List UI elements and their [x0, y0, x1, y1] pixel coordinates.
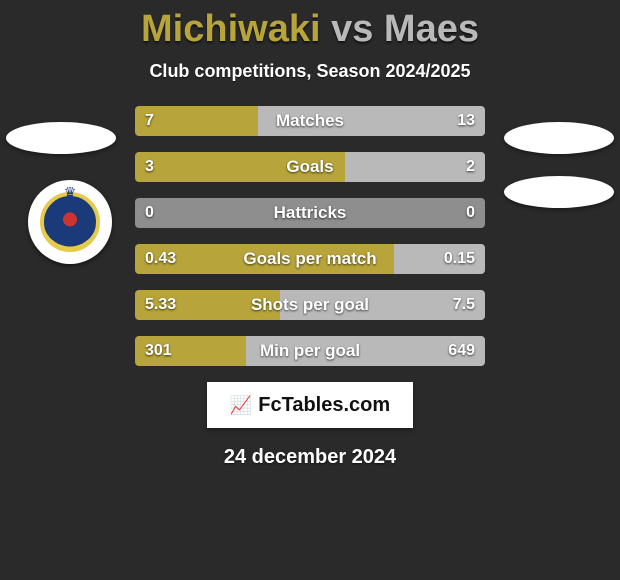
stat-row: 00Hattricks [135, 198, 485, 228]
title-left: Michiwaki [141, 8, 321, 50]
stat-right-value: 13 [457, 106, 475, 136]
bar-track [135, 106, 485, 136]
title-vs: vs [331, 8, 373, 50]
stat-right-value: 649 [448, 336, 475, 366]
title-right: Maes [384, 8, 479, 50]
page-title: Michiwaki vs Maes [0, 0, 620, 51]
bar-track [135, 198, 485, 228]
stat-right-value: 7.5 [453, 290, 475, 320]
brand-text: FcTables.com [258, 394, 390, 417]
stats-bars: 713Matches32Goals00Hattricks0.430.15Goal… [135, 106, 485, 366]
bar-right-fill [345, 152, 485, 182]
stat-right-value: 2 [466, 152, 475, 182]
stat-row: 5.337.5Shots per goal [135, 290, 485, 320]
stat-row: 32Goals [135, 152, 485, 182]
stat-left-value: 0.43 [145, 244, 176, 274]
brand-box[interactable]: 📈 FcTables.com [207, 382, 413, 428]
bar-left-fill [135, 198, 310, 228]
stat-right-value: 0 [466, 198, 475, 228]
subtitle: Club competitions, Season 2024/2025 [0, 61, 620, 82]
bar-left-fill [135, 152, 345, 182]
bar-track [135, 336, 485, 366]
stat-right-value: 0.15 [444, 244, 475, 274]
stat-row: 0.430.15Goals per match [135, 244, 485, 274]
stat-left-value: 301 [145, 336, 172, 366]
stat-left-value: 7 [145, 106, 154, 136]
bar-track [135, 244, 485, 274]
date: 24 december 2024 [0, 446, 620, 469]
bar-right-fill [258, 106, 486, 136]
stat-left-value: 3 [145, 152, 154, 182]
bar-right-fill [310, 198, 485, 228]
bar-track [135, 290, 485, 320]
stat-left-value: 0 [145, 198, 154, 228]
chart-icon: 📈 [230, 395, 252, 416]
stat-row: 713Matches [135, 106, 485, 136]
stat-row: 301649Min per goal [135, 336, 485, 366]
bar-track [135, 152, 485, 182]
stat-left-value: 5.33 [145, 290, 176, 320]
